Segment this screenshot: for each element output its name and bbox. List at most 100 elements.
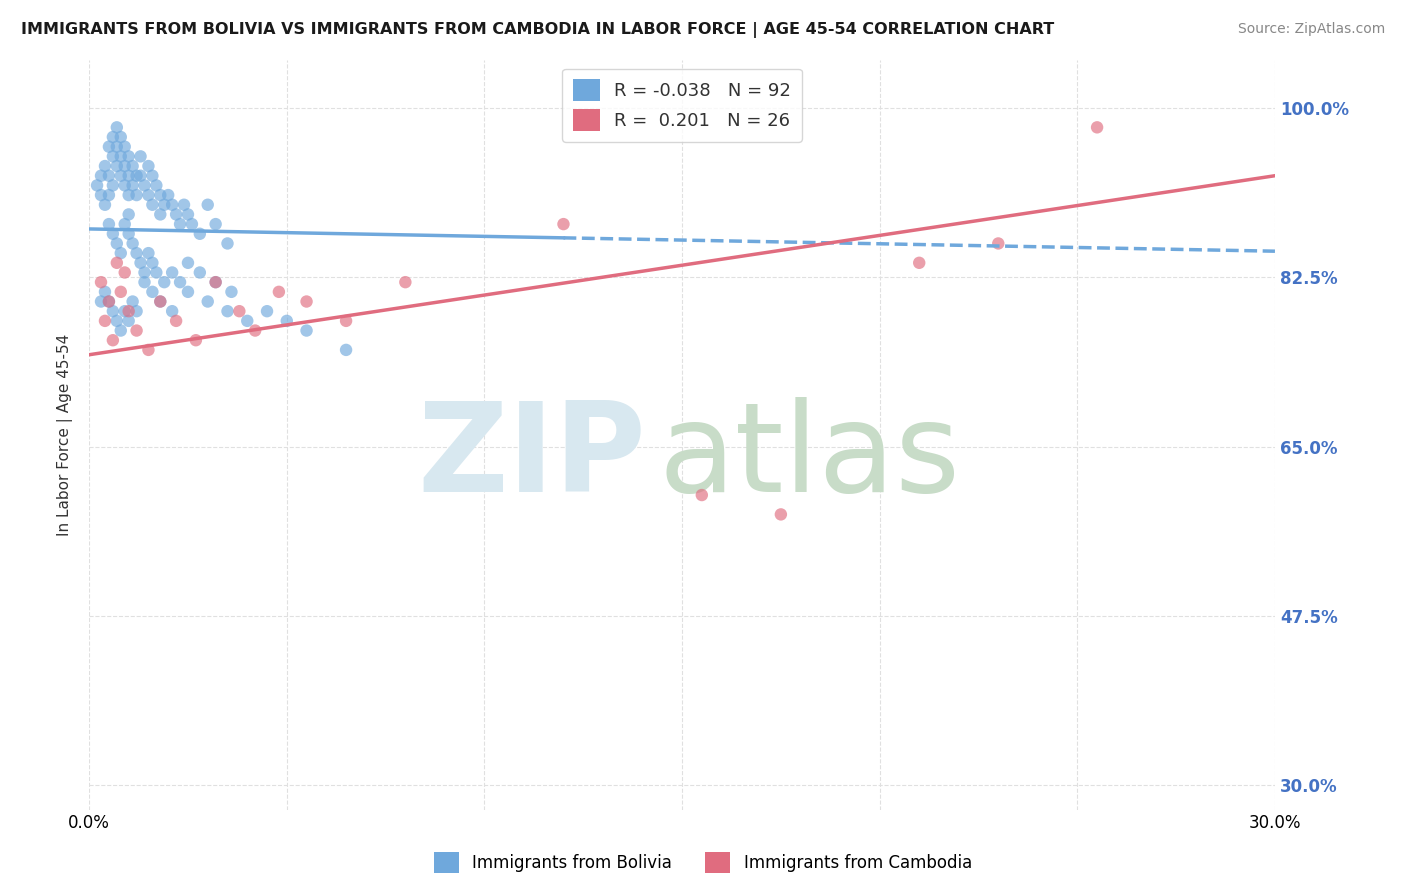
Point	[86, 178, 108, 193]
Point	[1085, 120, 1108, 135]
Point	[228, 304, 250, 318]
Point	[105, 314, 128, 328]
Point	[256, 304, 278, 318]
Point	[149, 207, 172, 221]
Point	[169, 275, 191, 289]
Point	[118, 227, 141, 241]
Point	[110, 324, 132, 338]
Point	[101, 333, 124, 347]
Point	[138, 159, 160, 173]
Point	[169, 217, 191, 231]
Text: atlas: atlas	[658, 397, 960, 517]
Point	[97, 169, 120, 183]
Point	[94, 314, 117, 328]
Point	[110, 149, 132, 163]
Point	[110, 246, 132, 260]
Point	[90, 275, 112, 289]
Point	[394, 275, 416, 289]
Point	[125, 304, 148, 318]
Point	[118, 169, 141, 183]
Text: IMMIGRANTS FROM BOLIVIA VS IMMIGRANTS FROM CAMBODIA IN LABOR FORCE | AGE 45-54 C: IMMIGRANTS FROM BOLIVIA VS IMMIGRANTS FR…	[21, 22, 1054, 38]
Point	[153, 275, 176, 289]
Point	[157, 188, 180, 202]
Point	[177, 256, 200, 270]
Point	[160, 198, 183, 212]
Point	[217, 304, 239, 318]
Point	[118, 149, 141, 163]
Point	[217, 236, 239, 251]
Point	[141, 285, 163, 299]
Point	[101, 227, 124, 241]
Point	[276, 314, 298, 328]
Point	[97, 294, 120, 309]
Point	[145, 265, 167, 279]
Point	[181, 217, 204, 231]
Point	[114, 139, 136, 153]
Legend: R = -0.038   N = 92, R =  0.201   N = 26: R = -0.038 N = 92, R = 0.201 N = 26	[562, 69, 801, 142]
Point	[105, 256, 128, 270]
Point	[110, 130, 132, 145]
Point	[690, 488, 713, 502]
Point	[160, 304, 183, 318]
Point	[90, 169, 112, 183]
Point	[553, 217, 575, 231]
Point	[769, 508, 792, 522]
Point	[197, 294, 219, 309]
Point	[121, 159, 143, 173]
Point	[97, 294, 120, 309]
Point	[138, 246, 160, 260]
Point	[153, 198, 176, 212]
Point	[134, 265, 156, 279]
Point	[184, 333, 207, 347]
Point	[138, 188, 160, 202]
Point	[101, 149, 124, 163]
Point	[149, 188, 172, 202]
Text: ZIP: ZIP	[418, 397, 647, 517]
Point	[295, 324, 318, 338]
Point	[197, 198, 219, 212]
Y-axis label: In Labor Force | Age 45-54: In Labor Force | Age 45-54	[58, 334, 73, 536]
Point	[90, 188, 112, 202]
Point	[110, 169, 132, 183]
Point	[177, 207, 200, 221]
Point	[129, 169, 152, 183]
Point	[114, 178, 136, 193]
Point	[160, 265, 183, 279]
Point	[94, 159, 117, 173]
Point	[105, 236, 128, 251]
Point	[118, 188, 141, 202]
Point	[141, 169, 163, 183]
Point	[114, 217, 136, 231]
Point	[101, 304, 124, 318]
Point	[145, 178, 167, 193]
Point	[125, 188, 148, 202]
Point	[90, 294, 112, 309]
Point	[105, 120, 128, 135]
Point	[101, 178, 124, 193]
Point	[177, 285, 200, 299]
Point	[125, 246, 148, 260]
Point	[97, 139, 120, 153]
Point	[118, 207, 141, 221]
Point	[141, 198, 163, 212]
Text: Source: ZipAtlas.com: Source: ZipAtlas.com	[1237, 22, 1385, 37]
Point	[188, 265, 211, 279]
Point	[134, 178, 156, 193]
Point	[267, 285, 290, 299]
Point	[134, 275, 156, 289]
Point	[94, 198, 117, 212]
Point	[121, 178, 143, 193]
Point	[188, 227, 211, 241]
Point	[125, 169, 148, 183]
Point	[165, 314, 187, 328]
Point	[129, 149, 152, 163]
Point	[138, 343, 160, 357]
Point	[114, 159, 136, 173]
Point	[204, 217, 226, 231]
Point	[987, 236, 1010, 251]
Point	[118, 304, 141, 318]
Point	[94, 285, 117, 299]
Point	[101, 130, 124, 145]
Point	[335, 314, 357, 328]
Point	[118, 314, 141, 328]
